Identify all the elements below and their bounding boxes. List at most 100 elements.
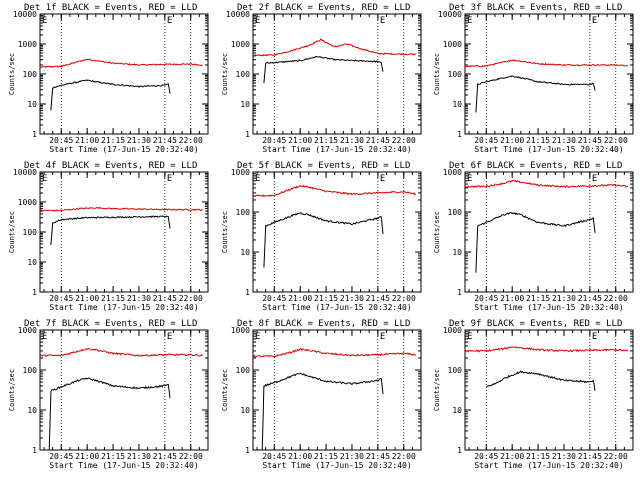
series-line-events <box>263 212 384 268</box>
y-axis-label: Counts/sec <box>8 369 16 411</box>
x-tick-label: 20:45 <box>49 136 73 145</box>
x-axis-label: Start Time (17-Jun-15 20:32:40) <box>49 303 198 312</box>
panel-8: Det 8f BLACK = Events, RED = LLD 1 10 100 10… <box>221 319 422 470</box>
annotation-label: E <box>467 174 472 184</box>
x-tick-label: 21:30 <box>127 136 151 145</box>
series-line-lld <box>465 179 629 189</box>
annotation-label: E <box>42 332 47 342</box>
y-tick-label: 1 <box>32 446 37 455</box>
x-tick-label: 21:15 <box>526 452 550 461</box>
annotation-label: E <box>592 332 597 342</box>
x-tick-label: 21:45 <box>366 136 390 145</box>
y-tick-label: 100 <box>236 366 251 375</box>
panel-9: Det 9f BLACK = Events, RED = LLD 1 10 100 10… <box>433 319 634 470</box>
y-axis-label: Counts/sec <box>221 369 229 411</box>
y-tick-label: 1000 <box>18 326 37 335</box>
series-line-events <box>50 79 171 111</box>
panel-title: Det 8f BLACK = Events, RED = LLD <box>237 319 410 329</box>
annotation-label: E <box>255 332 260 342</box>
series-line-events <box>475 212 596 273</box>
annotation-label: E <box>380 332 385 342</box>
x-tick-label: 21:45 <box>153 136 177 145</box>
x-axis-label: Start Time (17-Jun-15 20:32:40) <box>262 303 411 312</box>
y-tick-label: 10 <box>27 100 37 109</box>
panel-3: Det 3f BLACK = Events, RED = LLD 1 10 100 10… <box>433 3 634 154</box>
y-tick-label: 10000 <box>13 10 37 19</box>
series-line-lld <box>40 206 203 212</box>
x-tick-label: 22:00 <box>392 136 416 145</box>
y-tick-label: 1 <box>245 130 250 139</box>
plot-frame <box>252 171 422 293</box>
series-line-lld <box>253 347 417 358</box>
plot-frame <box>252 329 422 451</box>
series-line-events <box>48 377 171 451</box>
y-axis-label: Counts/sec <box>221 53 229 95</box>
x-tick-label: 21:30 <box>552 136 576 145</box>
x-axis-label: Start Time (17-Jun-15 20:32:40) <box>49 145 198 154</box>
annotation-label: E <box>467 332 472 342</box>
x-tick-label: 20:45 <box>49 452 73 461</box>
panel-title: Det 4f BLACK = Events, RED = LLD <box>24 161 197 171</box>
x-tick-label: 21:30 <box>127 294 151 303</box>
x-tick-label: 21:15 <box>101 294 125 303</box>
plot-frame <box>464 13 634 135</box>
x-tick-label: 21:45 <box>153 294 177 303</box>
series-line-lld <box>253 184 417 198</box>
y-tick-label: 1 <box>245 446 250 455</box>
panel-title: Det 7f BLACK = Events, RED = LLD <box>24 319 197 329</box>
y-tick-label: 10000 <box>13 168 37 177</box>
y-tick-label: 10000 <box>226 10 250 19</box>
x-tick-label: 22:00 <box>392 294 416 303</box>
y-tick-label: 10000 <box>438 10 462 19</box>
panel-title: Det 3f BLACK = Events, RED = LLD <box>449 3 622 13</box>
x-tick-label: 22:00 <box>604 294 628 303</box>
y-tick-label: 1000 <box>443 40 462 49</box>
annotation-label: E <box>380 16 385 26</box>
series-line-lld <box>40 347 204 357</box>
x-tick-label: 21:15 <box>314 136 338 145</box>
panel-title: Det 2f BLACK = Events, RED = LLD <box>237 3 410 13</box>
annotation-label: E <box>592 174 597 184</box>
series-line-events <box>486 370 596 391</box>
panel-title: Det 5f BLACK = Events, RED = LLD <box>237 161 410 171</box>
y-tick-label: 1000 <box>443 168 462 177</box>
panel-title: Det 9f BLACK = Events, RED = LLD <box>449 319 622 329</box>
x-tick-label: 20:45 <box>49 294 73 303</box>
annotation-label: E <box>42 174 47 184</box>
x-tick-label: 20:45 <box>474 452 498 461</box>
x-tick-label: 21:45 <box>366 452 390 461</box>
x-tick-label: 21:00 <box>75 136 99 145</box>
x-tick-label: 21:45 <box>153 452 177 461</box>
x-axis-label: Start Time (17-Jun-15 20:32:40) <box>474 461 623 470</box>
panel-7: Det 7f BLACK = Events, RED = LLD 1 10 100 10… <box>8 319 209 470</box>
x-tick-label: 22:00 <box>179 452 203 461</box>
y-tick-label: 1 <box>32 130 37 139</box>
y-tick-label: 1000 <box>231 40 250 49</box>
plot-frame <box>464 171 634 293</box>
plot-frame <box>39 13 209 135</box>
x-tick-label: 21:15 <box>314 452 338 461</box>
annotation-label: E <box>42 16 47 26</box>
y-axis-label: Counts/sec <box>433 369 441 411</box>
panel-title: Det 6f BLACK = Events, RED = LLD <box>449 161 622 171</box>
y-tick-label: 10 <box>240 406 250 415</box>
series-line-events <box>50 215 171 246</box>
x-tick-label: 21:30 <box>340 136 364 145</box>
panel-4: Det 4f BLACK = Events, RED = LLD 1 10 100 10… <box>8 161 209 312</box>
y-tick-label: 1000 <box>231 168 250 177</box>
y-axis-label: Counts/sec <box>8 53 16 95</box>
x-tick-label: 21:15 <box>526 294 550 303</box>
annotation-label: E <box>167 174 172 184</box>
x-tick-label: 20:45 <box>262 136 286 145</box>
plot-frame <box>39 329 209 451</box>
x-tick-label: 21:00 <box>288 452 312 461</box>
x-tick-label: 21:15 <box>101 136 125 145</box>
x-tick-label: 21:00 <box>500 452 524 461</box>
x-axis-label: Start Time (17-Jun-15 20:32:40) <box>262 145 411 154</box>
y-tick-label: 1 <box>457 130 462 139</box>
series-line-events <box>475 75 596 113</box>
annotation-label: E <box>167 332 172 342</box>
y-axis-label: Counts/sec <box>433 211 441 253</box>
